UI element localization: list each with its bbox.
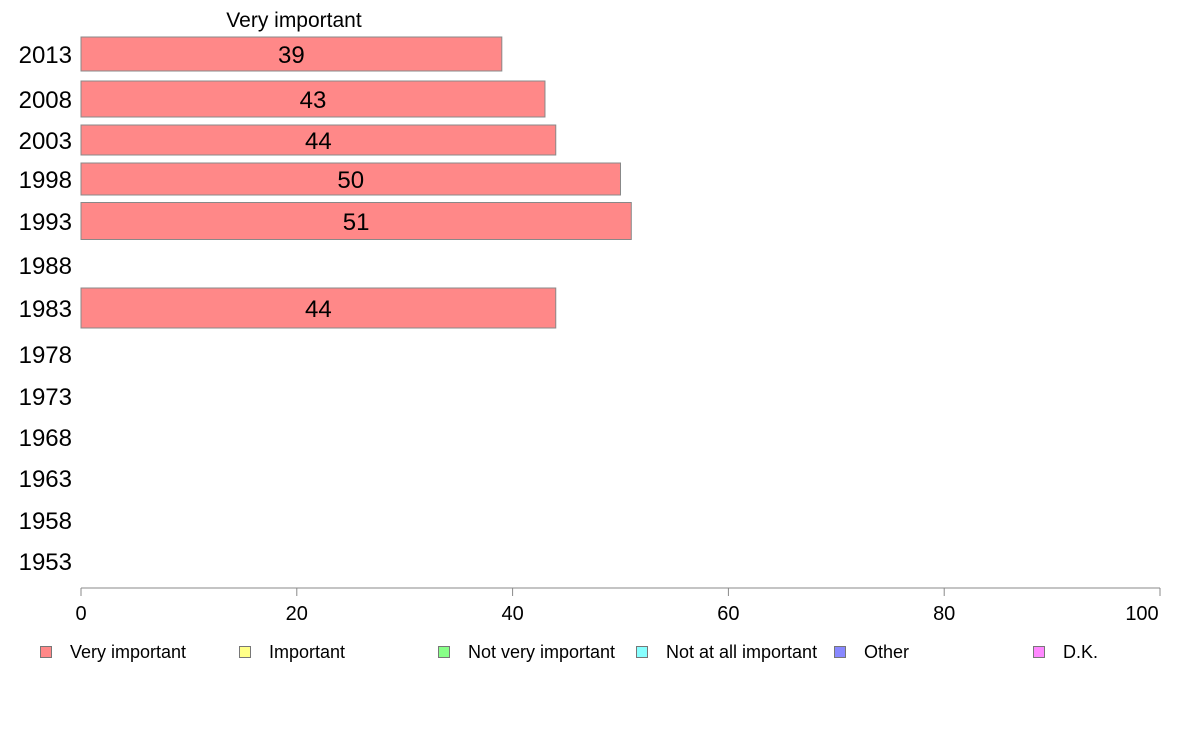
legend-item: D.K. — [1033, 640, 1098, 664]
y-tick-label: 1993 — [19, 209, 72, 236]
y-tick-label: 1953 — [19, 549, 72, 576]
y-tick-label: 1978 — [19, 342, 72, 369]
legend-label: Very important — [70, 641, 187, 662]
y-tick-label: 1963 — [19, 466, 72, 493]
chart-title: Very important — [226, 9, 362, 32]
bar-value-label: 44 — [305, 296, 332, 323]
y-tick-label: 1968 — [19, 425, 72, 452]
bar-value-label: 39 — [278, 42, 305, 69]
bar-value-label: 44 — [305, 128, 332, 155]
legend-label: Other — [864, 641, 910, 662]
legend-label: Not at all important — [666, 641, 818, 662]
legend-item: Not very important — [438, 640, 615, 664]
bar — [80, 202, 632, 240]
bar — [80, 162, 621, 196]
bar — [80, 80, 546, 118]
legend-swatch — [239, 646, 251, 658]
legend-swatch — [40, 646, 52, 658]
x-tick-label: 100 — [1125, 603, 1158, 625]
bar-value-label: 43 — [300, 87, 327, 114]
legend-swatch — [636, 646, 648, 658]
legend-item: Not at all important — [636, 640, 817, 664]
legend: Very important Important Not very importan… — [0, 640, 1188, 664]
x-tick-label: 60 — [717, 603, 739, 625]
y-tick-label: 1958 — [19, 508, 72, 535]
legend-label: Not very important — [468, 641, 616, 662]
bar-value-label: 50 — [337, 167, 364, 194]
legend-item: Very important — [40, 640, 186, 664]
legend-item: Other — [834, 640, 909, 664]
legend-swatch — [438, 646, 450, 658]
bar — [80, 36, 503, 72]
bar — [80, 124, 557, 156]
legend-swatch — [1033, 646, 1045, 658]
y-tick-label: 2003 — [19, 128, 72, 155]
legend-label: Important — [269, 641, 346, 662]
y-axis-labels: 2013 2008 2003 1998 1993 1988 1983 1978 1973 1968… — [19, 42, 72, 576]
bar — [80, 287, 557, 329]
x-axis: 0 20 40 60 80 100 — [75, 587, 1161, 625]
y-tick-label: 1988 — [19, 253, 72, 280]
legend-label: D.K. — [1063, 641, 1099, 662]
y-tick-label: 2013 — [19, 42, 72, 69]
x-tick-label: 20 — [286, 603, 308, 625]
x-tick-label: 0 — [75, 603, 86, 625]
x-tick-label: 80 — [933, 603, 955, 625]
legend-item: Important — [239, 640, 345, 664]
bar-value-label: 51 — [343, 209, 370, 236]
y-tick-label: 1983 — [19, 296, 72, 323]
y-tick-label: 2008 — [19, 87, 72, 114]
legend-swatch — [834, 646, 846, 658]
y-tick-label: 1998 — [19, 167, 72, 194]
x-tick-label: 40 — [501, 603, 523, 625]
y-tick-label: 1973 — [19, 384, 72, 411]
